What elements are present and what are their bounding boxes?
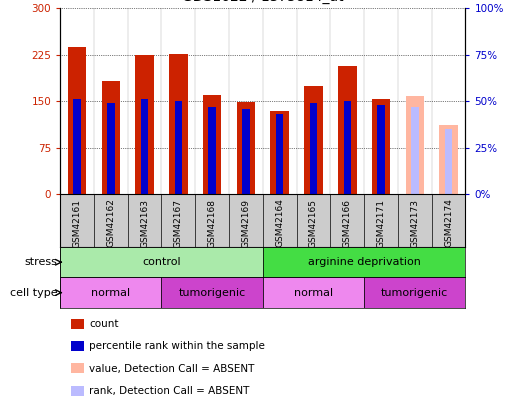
Bar bbox=[276, 114, 283, 194]
Bar bbox=[135, 55, 154, 194]
Bar bbox=[364, 277, 465, 308]
Bar bbox=[169, 54, 188, 194]
Text: GSM42161: GSM42161 bbox=[73, 198, 82, 247]
Bar bbox=[203, 95, 221, 194]
Text: percentile rank within the sample: percentile rank within the sample bbox=[89, 341, 265, 351]
Bar bbox=[445, 129, 452, 194]
Text: tumorigenic: tumorigenic bbox=[178, 288, 246, 298]
Bar bbox=[162, 277, 263, 308]
Title: GDS1622 / 1375814_at: GDS1622 / 1375814_at bbox=[182, 0, 344, 4]
Bar bbox=[338, 66, 357, 194]
Bar bbox=[304, 86, 323, 194]
Bar bbox=[263, 247, 465, 277]
Bar bbox=[175, 101, 182, 194]
Text: GSM42165: GSM42165 bbox=[309, 198, 318, 247]
Bar bbox=[242, 109, 249, 194]
Text: GSM42162: GSM42162 bbox=[106, 198, 115, 247]
Bar bbox=[270, 111, 289, 194]
Bar bbox=[107, 103, 115, 194]
Bar bbox=[101, 81, 120, 194]
Text: arginine deprivation: arginine deprivation bbox=[308, 257, 420, 267]
Bar bbox=[405, 96, 424, 194]
Bar bbox=[439, 125, 458, 194]
Text: normal: normal bbox=[91, 288, 130, 298]
Bar bbox=[68, 47, 86, 194]
Text: count: count bbox=[89, 319, 118, 329]
Bar bbox=[310, 103, 317, 194]
Text: cell type: cell type bbox=[10, 288, 58, 298]
Text: GSM42171: GSM42171 bbox=[377, 198, 385, 247]
Bar bbox=[344, 101, 351, 194]
Text: GSM42168: GSM42168 bbox=[208, 198, 217, 247]
Text: value, Detection Call = ABSENT: value, Detection Call = ABSENT bbox=[89, 364, 254, 373]
Text: GSM42163: GSM42163 bbox=[140, 198, 149, 247]
Bar bbox=[60, 277, 162, 308]
Text: normal: normal bbox=[294, 288, 333, 298]
Text: GSM42173: GSM42173 bbox=[411, 198, 419, 247]
Bar bbox=[73, 99, 81, 194]
Text: GSM42166: GSM42166 bbox=[343, 198, 352, 247]
Bar bbox=[263, 277, 364, 308]
Text: GSM42174: GSM42174 bbox=[444, 198, 453, 247]
Bar bbox=[209, 107, 216, 194]
Bar bbox=[372, 99, 390, 194]
Text: control: control bbox=[142, 257, 181, 267]
Text: rank, Detection Call = ABSENT: rank, Detection Call = ABSENT bbox=[89, 386, 249, 396]
Text: GSM42169: GSM42169 bbox=[242, 198, 251, 247]
Bar bbox=[236, 102, 255, 194]
Bar bbox=[377, 105, 385, 194]
Text: stress: stress bbox=[25, 257, 58, 267]
Text: GSM42167: GSM42167 bbox=[174, 198, 183, 247]
Text: GSM42164: GSM42164 bbox=[275, 198, 284, 247]
Bar bbox=[411, 107, 418, 194]
Bar bbox=[60, 247, 263, 277]
Bar bbox=[141, 99, 149, 194]
Text: tumorigenic: tumorigenic bbox=[381, 288, 448, 298]
